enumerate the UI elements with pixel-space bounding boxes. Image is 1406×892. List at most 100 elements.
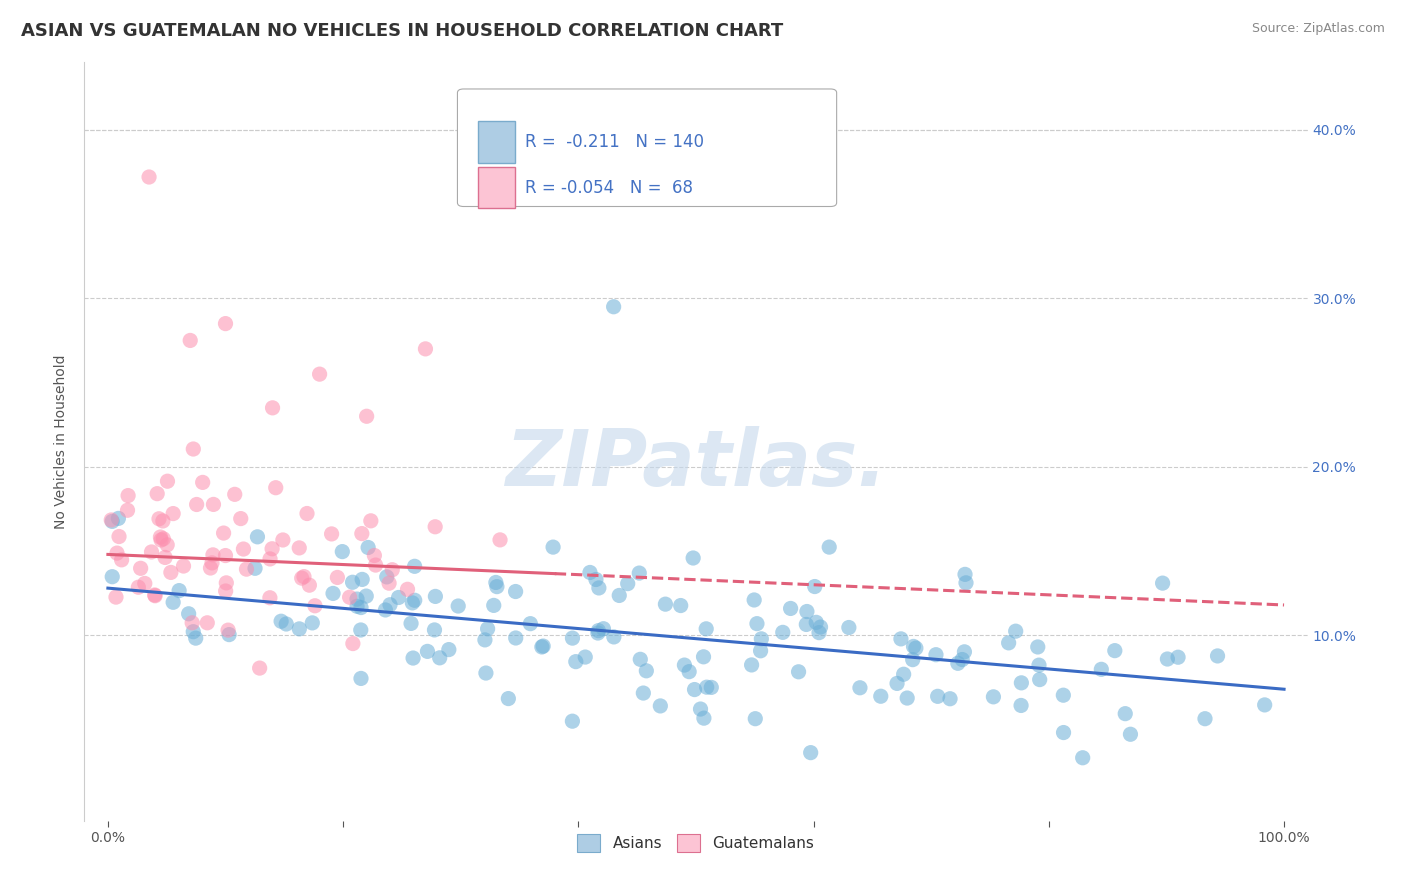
Point [288,622,311,636]
Point [186,498,208,512]
Point [134,576,156,591]
Point [475,666,498,681]
Point [669,599,692,613]
Point [1114,706,1136,721]
Point [561,714,583,729]
Point [838,620,860,634]
Point [291,571,314,585]
Point [352,573,374,587]
Point [1253,698,1275,712]
Point [143,589,166,603]
Point [779,601,801,615]
Point [259,552,281,566]
Point [181,624,204,639]
Point [692,649,714,664]
Point [160,566,183,580]
Point [416,644,439,658]
Point [650,698,672,713]
Point [673,658,696,673]
Point [489,533,512,547]
Point [1194,712,1216,726]
Point [588,581,610,595]
Point [224,487,246,501]
Point [364,558,387,572]
Point [904,641,927,656]
FancyBboxPatch shape [478,167,515,209]
Point [869,690,891,704]
Point [149,530,172,544]
Point [1010,676,1032,690]
Point [744,712,766,726]
Point [179,334,201,348]
Point [262,541,284,556]
Point [152,514,174,528]
Point [505,584,527,599]
Point [399,616,422,631]
Point [181,615,204,630]
Point [105,546,128,560]
FancyBboxPatch shape [478,121,515,163]
Point [772,625,794,640]
Point [561,631,583,645]
Point [107,511,129,525]
Point [700,681,723,695]
Point [342,575,364,590]
Point [607,589,630,603]
Point [896,691,918,706]
Point [1090,662,1112,676]
Point [288,541,311,555]
Point [1052,725,1074,739]
Point [689,702,711,716]
Point [153,550,176,565]
Point [354,589,377,603]
Point [374,603,396,617]
Point [1119,727,1142,741]
Point [588,624,610,638]
Point [683,682,706,697]
Point [356,409,378,424]
Point [214,549,236,563]
Point [229,511,252,525]
Point [585,573,607,587]
Point [295,507,318,521]
Point [425,590,447,604]
Point [682,551,704,566]
Point [796,605,818,619]
Point [901,653,924,667]
Point [146,486,169,500]
Point [803,580,825,594]
Point [148,512,170,526]
Point [141,545,163,559]
Point [886,676,908,690]
Point [342,636,364,650]
Point [381,563,404,577]
Point [903,640,925,654]
Point [350,526,373,541]
Point [955,575,977,590]
Point [818,540,841,554]
Point [810,620,832,634]
Point [232,542,254,557]
Point [181,442,204,456]
Point [101,570,124,584]
Point [326,570,349,584]
Point [579,566,602,580]
Point [1052,688,1074,702]
Point [321,527,343,541]
Point [100,513,122,527]
Point [108,529,131,543]
Point [474,632,496,647]
Point [437,642,460,657]
Point [270,614,292,628]
Point [693,711,716,725]
Point [217,623,239,637]
Point [586,626,609,640]
Point [485,580,508,594]
Point [849,681,872,695]
Point [243,561,266,575]
FancyBboxPatch shape [457,89,837,207]
Point [129,561,152,575]
Point [541,540,564,554]
Point [425,520,447,534]
Point [1104,643,1126,657]
